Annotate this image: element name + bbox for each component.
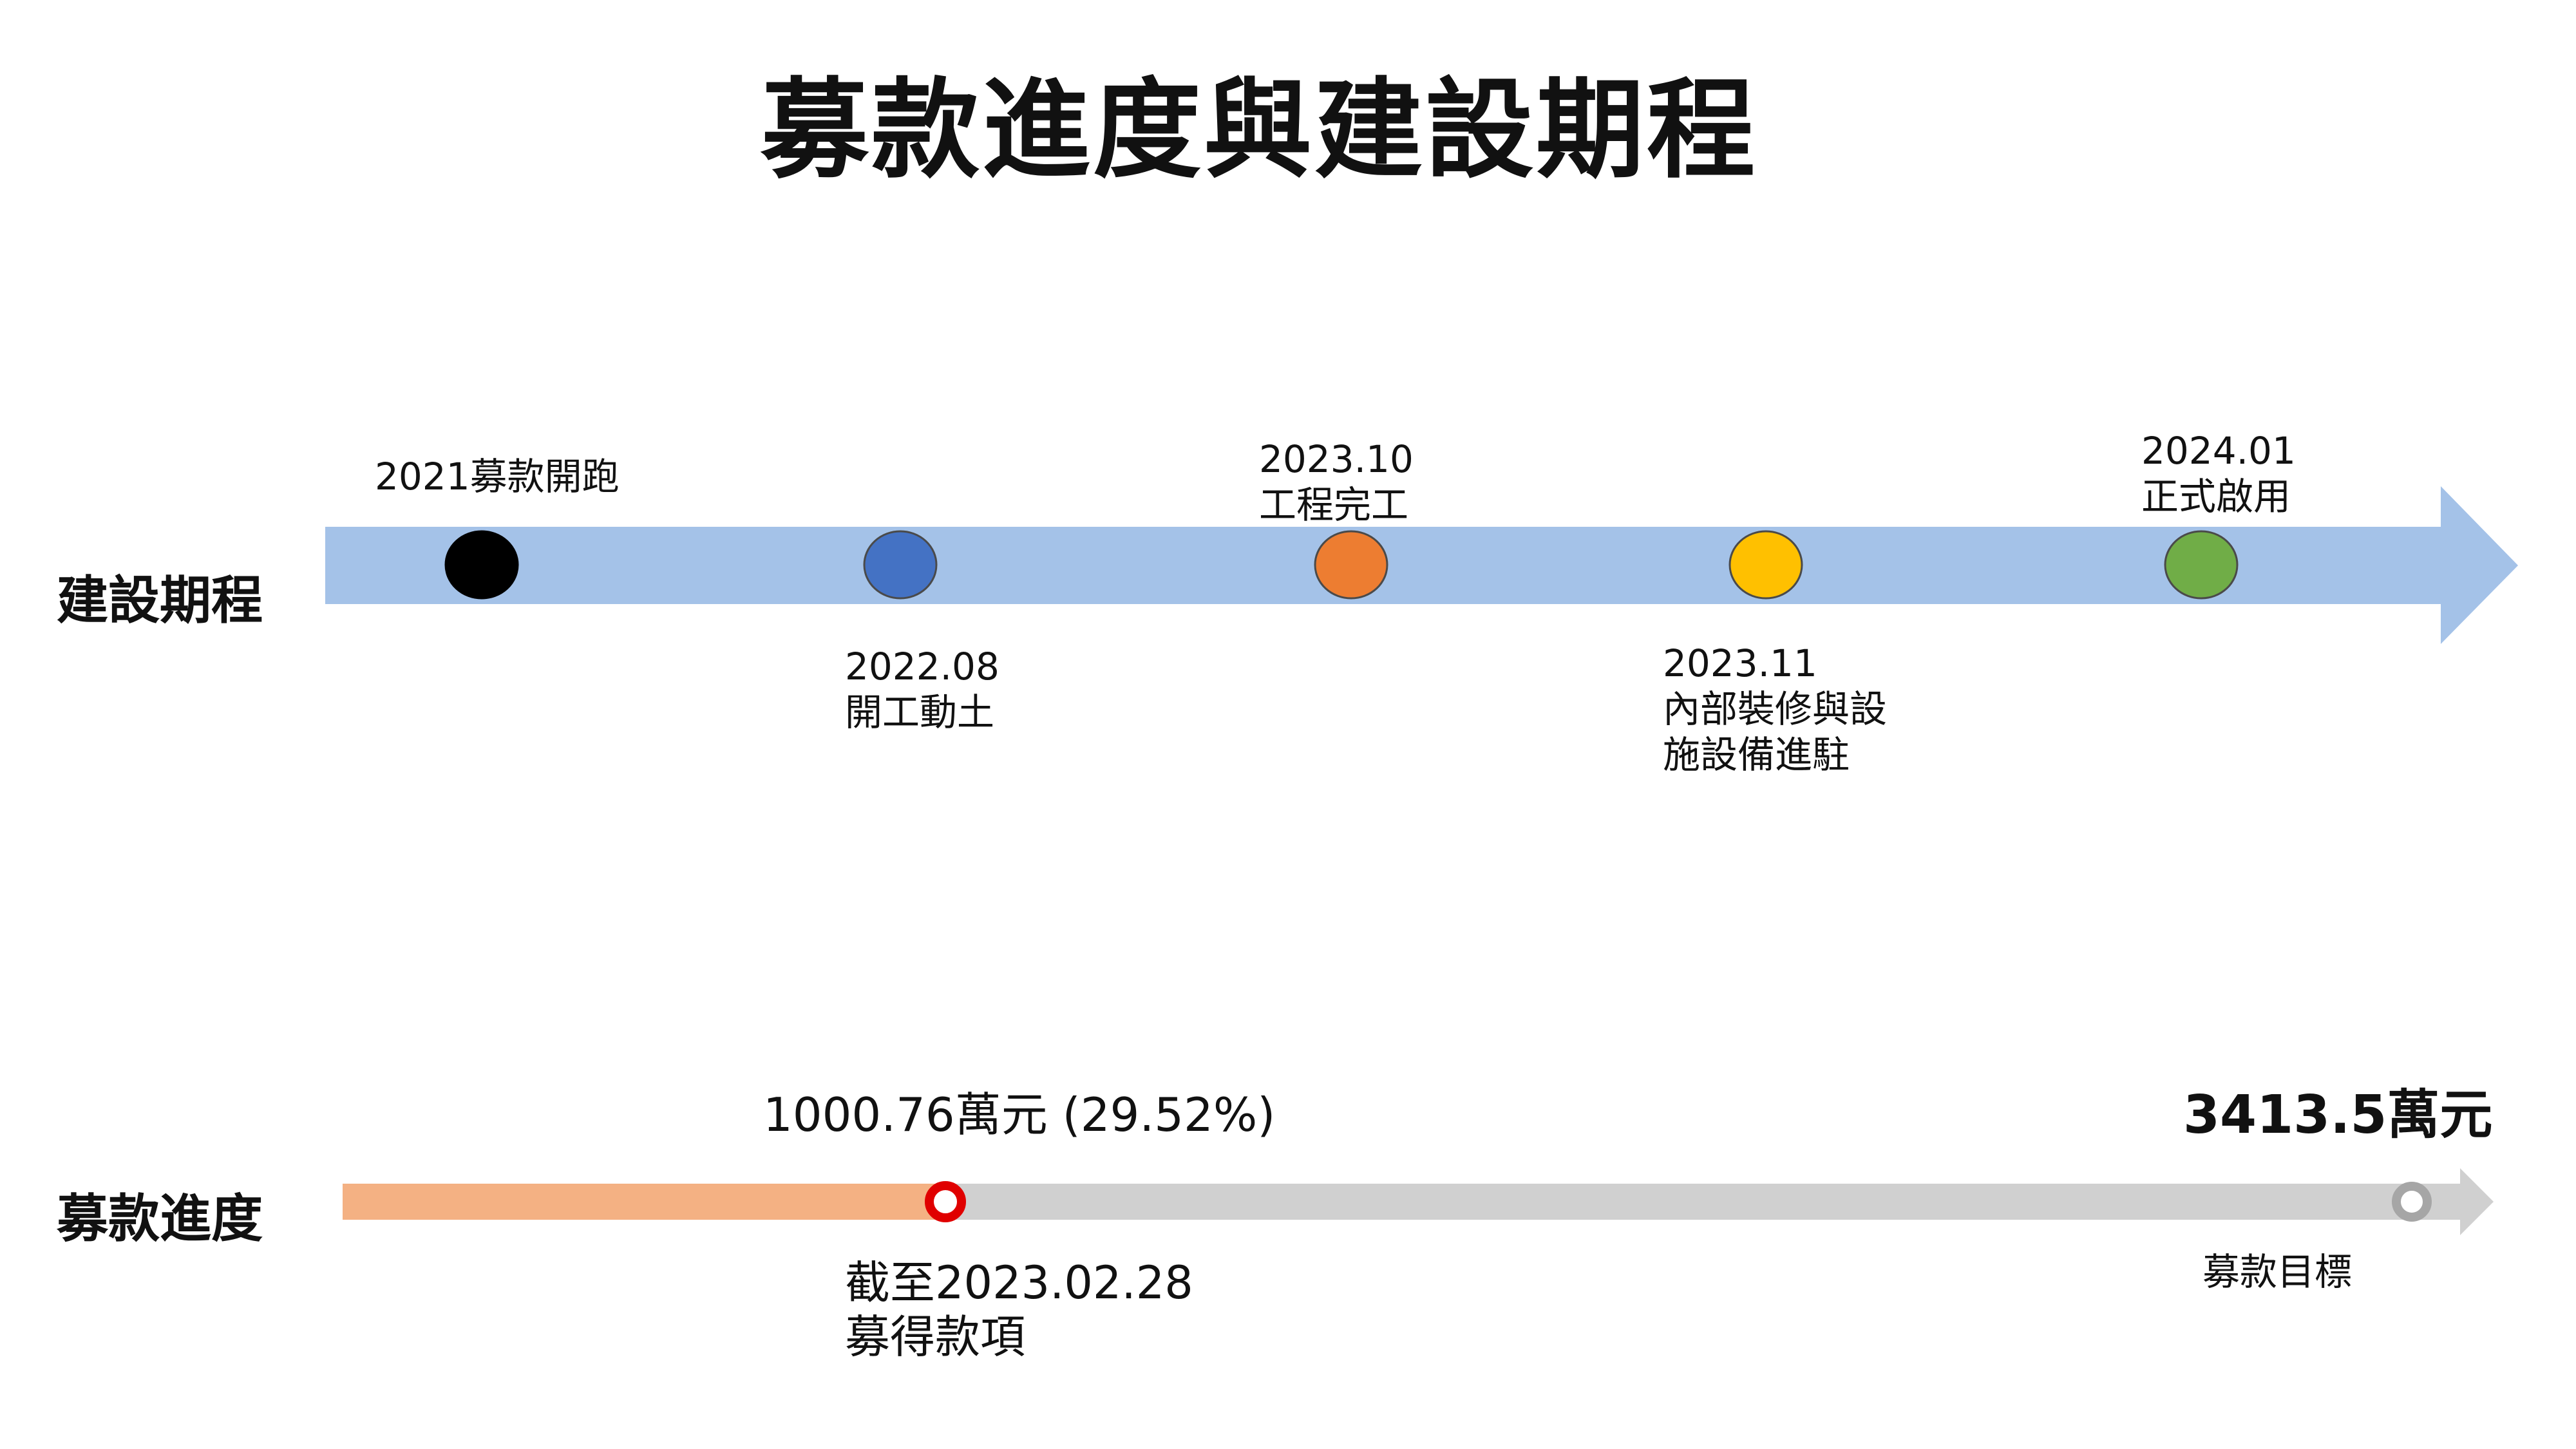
milestone-label-interior-fitout: 2023.11 內部裝修與設 施設備進駐 <box>1663 641 1887 777</box>
milestone-text: 工程完工 <box>1259 482 1409 527</box>
milestone-label-opening: 2024.01 正式啟用 <box>2141 428 2296 520</box>
milestone-dot <box>444 530 519 600</box>
goal-amount-marker <box>2392 1182 2432 1222</box>
page-title: 募款進度與建設期程 <box>761 67 1757 193</box>
raised-caption-date: 截至2023.02.28 <box>845 1256 1193 1309</box>
milestone-date: 2023.11 <box>1663 641 1817 685</box>
milestone-dot <box>1314 530 1388 600</box>
raised-caption-text: 募得款項 <box>845 1311 1025 1363</box>
milestone-text: 內部裝修與設 <box>1663 687 1888 731</box>
fundraising-filled-bar <box>343 1184 945 1220</box>
milestone-dot <box>2164 530 2239 600</box>
milestone-text: 正式啟用 <box>2141 474 2291 518</box>
milestone-text: 2021募款開跑 <box>375 455 620 498</box>
milestone-label-construction-complete: 2023.10 工程完工 <box>1259 437 1414 528</box>
raised-amount-marker <box>925 1181 966 1222</box>
milestone-text: 開工動土 <box>845 690 995 734</box>
milestone-dot <box>1728 530 1803 600</box>
raised-caption: 截至2023.02.28 募得款項 <box>845 1256 1193 1364</box>
goal-amount-label: 3413.5萬元 <box>2183 1084 2493 1146</box>
milestone-date: 2024.01 <box>2141 429 2296 473</box>
fundraising-section-label: 募款進度 <box>57 1189 263 1249</box>
construction-timeline-arrow <box>325 486 2518 644</box>
milestone-text: 施設備進駐 <box>1663 732 1850 777</box>
milestone-dot <box>863 530 938 600</box>
milestone-label-fundraising-start: 2021募款開跑 <box>375 454 620 500</box>
milestone-date: 2022.08 <box>845 645 999 688</box>
goal-caption: 募款目標 <box>2202 1250 2353 1294</box>
raised-amount-label: 1000.76萬元 (29.52%) <box>763 1088 1276 1142</box>
milestone-label-groundbreaking: 2022.08 開工動土 <box>845 644 999 735</box>
milestone-date: 2023.10 <box>1259 437 1414 481</box>
construction-section-label: 建設期程 <box>57 571 263 630</box>
